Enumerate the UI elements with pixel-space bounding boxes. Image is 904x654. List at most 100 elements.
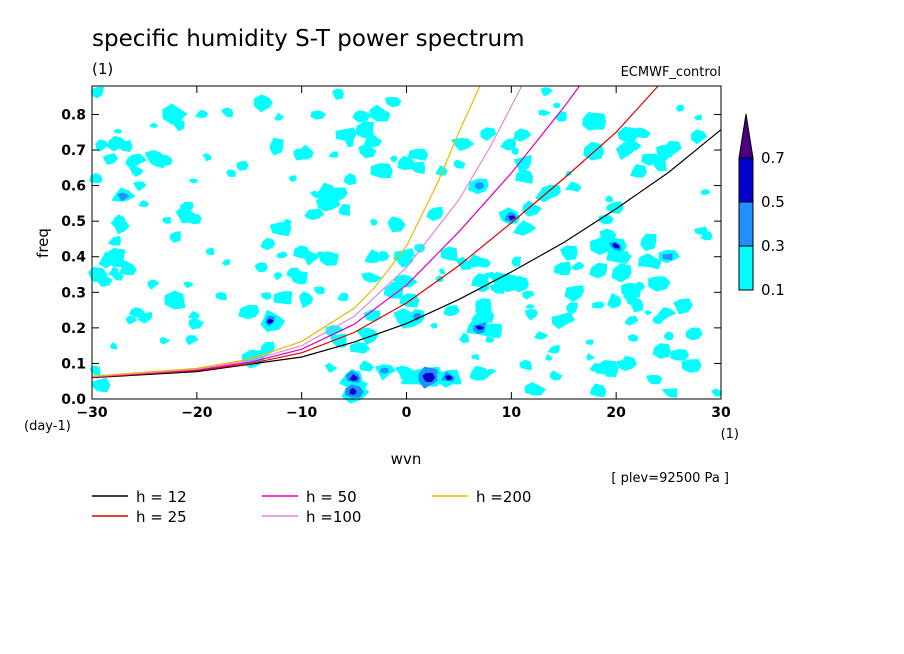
contour-blob xyxy=(406,161,426,175)
contour-blob xyxy=(88,172,103,184)
contour-blob xyxy=(202,153,212,162)
contour-blob xyxy=(370,218,378,226)
contour-blob xyxy=(592,301,605,309)
y-tick-label: 0.1 xyxy=(61,356,86,372)
contour-blob xyxy=(426,206,444,221)
contour-blob xyxy=(551,311,576,330)
contour-core xyxy=(349,387,357,395)
contour-blob xyxy=(475,298,492,312)
contour-blob xyxy=(273,291,293,305)
contour-blob xyxy=(226,169,236,177)
contour-blob xyxy=(566,302,578,315)
contour-blob xyxy=(352,110,372,123)
contour-core xyxy=(349,374,358,381)
contour-blob xyxy=(299,144,314,160)
legend-label: h =100 xyxy=(306,508,361,526)
contour-blob xyxy=(453,159,466,169)
contour-blob xyxy=(519,359,532,371)
contour-blob xyxy=(149,123,158,128)
contour-blob xyxy=(599,214,614,225)
contour-blob xyxy=(98,251,116,269)
contour-blob xyxy=(337,292,349,302)
contour-blob xyxy=(222,258,231,266)
contour-blob xyxy=(694,226,708,235)
x-unit-label: (1) xyxy=(721,427,739,442)
contour-blob xyxy=(165,107,185,123)
contour-blob xyxy=(652,343,671,359)
contour-blob xyxy=(325,325,345,338)
contour-core xyxy=(612,242,620,249)
contour-blob xyxy=(175,206,197,224)
contour-blob xyxy=(106,135,128,152)
contour-blob xyxy=(315,196,341,212)
contour-blob xyxy=(125,315,138,325)
contour-blob xyxy=(349,342,370,354)
contour-blob xyxy=(269,137,284,156)
contour-core xyxy=(266,318,274,324)
contour-blob xyxy=(565,170,572,176)
contour-blob xyxy=(570,262,585,271)
contour-blob xyxy=(519,226,527,233)
contour-blob xyxy=(586,353,596,361)
contour-blob xyxy=(144,150,166,165)
contour-blob xyxy=(301,250,320,266)
contour-blob xyxy=(316,251,325,257)
contour-blob xyxy=(500,138,517,151)
contour-blob xyxy=(700,231,713,241)
contour-blob xyxy=(345,139,354,148)
contour-blob xyxy=(113,129,122,134)
contour-blob xyxy=(691,129,708,145)
contour-blob xyxy=(324,362,338,373)
contour-blob xyxy=(383,284,404,299)
y-tick-label: 0.8 xyxy=(61,107,86,123)
contour-blob xyxy=(377,250,390,262)
contour-blob xyxy=(147,279,160,290)
contour-blob xyxy=(652,159,667,172)
contour-blob xyxy=(107,236,121,246)
colorbar-label: 0.7 xyxy=(761,149,785,167)
contour-blob xyxy=(273,112,284,121)
x-tick-label: −20 xyxy=(181,405,212,421)
contour-blob xyxy=(364,249,381,264)
contour-blob xyxy=(515,168,534,184)
contour-blob xyxy=(129,166,144,177)
contour-blob xyxy=(603,370,614,377)
x-tick-label: −30 xyxy=(76,405,107,421)
contour-blob xyxy=(641,153,664,166)
contour-blob xyxy=(133,181,147,191)
colorbar-arrow xyxy=(738,113,754,159)
x-tick-label: −10 xyxy=(286,405,317,421)
contour-blob xyxy=(326,253,339,263)
contour-blob xyxy=(125,153,148,170)
contour-blob xyxy=(611,263,632,283)
contour-blob xyxy=(564,285,584,302)
contour-blob xyxy=(183,281,194,288)
contour-blob xyxy=(314,286,325,295)
contour-blob xyxy=(589,383,607,398)
contour-blob xyxy=(290,271,308,285)
contour-blob xyxy=(363,309,381,322)
contour-blob xyxy=(110,271,124,281)
contour-blob xyxy=(564,181,582,192)
contour-blob xyxy=(162,154,173,167)
contour-core xyxy=(380,367,389,374)
contour-blob xyxy=(299,291,314,309)
contour-blob xyxy=(332,88,344,100)
colorbar-label: 0.3 xyxy=(761,237,785,255)
contour-blob xyxy=(630,164,647,178)
legend-label: h = 50 xyxy=(306,488,357,506)
dispersion-curve xyxy=(91,85,580,378)
contour-blob xyxy=(637,253,662,270)
contour-blob xyxy=(138,312,153,324)
contour-core xyxy=(475,182,485,190)
x-axis-ticks: −30 −20 −10 0 10 20 30 xyxy=(76,86,731,421)
contour-blob xyxy=(524,308,538,321)
contour-blob xyxy=(430,323,438,329)
contour-blob xyxy=(289,175,297,182)
contour-blob xyxy=(407,148,429,161)
contour-blob xyxy=(117,139,133,152)
contour-blob xyxy=(270,221,292,237)
contour-blob xyxy=(335,127,357,142)
y-axis-label: freq xyxy=(34,228,52,258)
contour-blob xyxy=(194,109,209,118)
